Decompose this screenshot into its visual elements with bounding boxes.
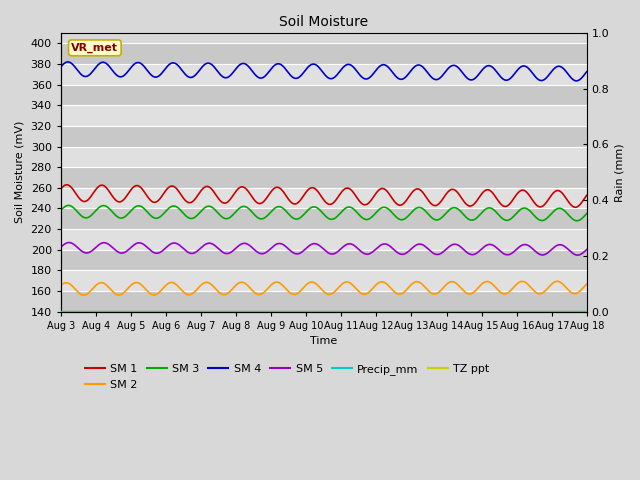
Text: VR_met: VR_met — [71, 43, 118, 53]
Bar — [61, 229, 587, 250]
Y-axis label: Soil Moisture (mV): Soil Moisture (mV) — [15, 121, 25, 224]
Bar — [61, 250, 587, 270]
Title: Soil Moisture: Soil Moisture — [279, 15, 369, 29]
Bar — [61, 84, 587, 105]
Bar — [61, 167, 587, 188]
Bar — [61, 105, 587, 126]
X-axis label: Time: Time — [310, 336, 337, 346]
Bar — [61, 208, 587, 229]
Bar — [61, 64, 587, 84]
Legend: SM 1, SM 2, SM 3, SM 4, SM 5, Precip_mm, TZ ppt: SM 1, SM 2, SM 3, SM 4, SM 5, Precip_mm,… — [84, 364, 490, 390]
Bar — [61, 126, 587, 146]
Y-axis label: Rain (mm): Rain (mm) — [615, 143, 625, 202]
Bar — [61, 270, 587, 291]
Bar — [61, 291, 587, 312]
Bar — [61, 43, 587, 64]
Bar — [61, 188, 587, 208]
Bar — [61, 146, 587, 167]
